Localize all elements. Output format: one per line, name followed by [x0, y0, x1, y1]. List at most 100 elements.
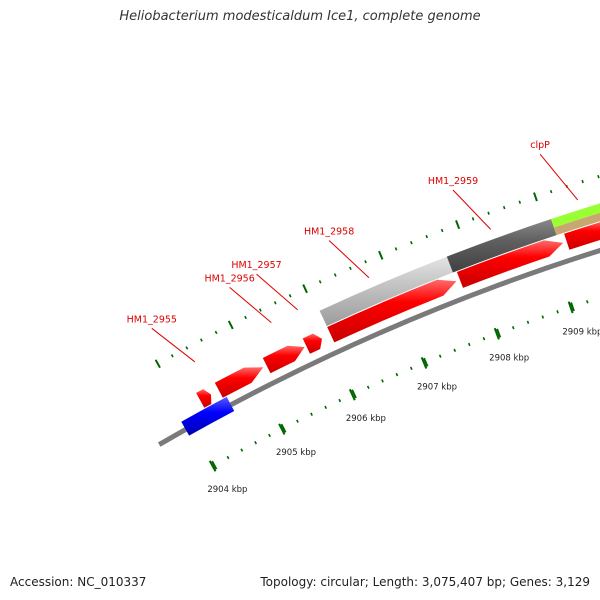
outer-tick [199, 338, 203, 342]
outer-tick [273, 301, 277, 305]
kbp-tick-label: 2908 kbp [489, 354, 529, 364]
kbp-major-tick [420, 357, 428, 369]
gene-label: clpP [530, 140, 550, 151]
gene-label-leader [151, 327, 196, 363]
gene-labels: HM1_2955 HM1_2956 HM1_2957 HM1_2958 clpP HM1_… [127, 140, 579, 363]
inner-tick [280, 423, 287, 433]
genome-backbone [157, 247, 600, 447]
tan-feature [553, 212, 600, 236]
gene-label: HM1_2959 [428, 176, 478, 187]
inner-tick [541, 315, 545, 319]
outer-tick [410, 241, 413, 245]
cds-feature [262, 345, 305, 374]
gene-label-leader [256, 273, 299, 311]
outer-tick [214, 330, 218, 335]
cds-feature [564, 222, 600, 250]
inner-tick [268, 433, 271, 438]
kbp-major-tick [348, 388, 356, 401]
outer-tick [244, 315, 247, 320]
kbp-tick-label: 2904 kbp [207, 485, 247, 495]
inner-tick [423, 357, 429, 367]
gene-label-leader [452, 189, 492, 230]
map-title: Heliobacterium modesticaldum Ice1, compl… [119, 9, 481, 24]
genome-backbone-ring [157, 247, 600, 447]
outer-tick [378, 250, 384, 260]
outer-tick [502, 205, 506, 210]
kbp-major-tick [278, 423, 286, 435]
outer-tick [288, 294, 292, 298]
gene-label-leader [328, 240, 370, 279]
gray-feature [319, 256, 453, 327]
dark-gray-feature [446, 219, 557, 273]
outer-tick [471, 217, 475, 221]
outer-tick [349, 266, 352, 271]
outer-tick [154, 359, 161, 369]
outer-tick [302, 284, 308, 294]
gene-label: HM1_2956 [204, 273, 254, 284]
kbp-major-tick [208, 460, 217, 472]
kbp-tick-label: 2909 kbp [562, 327, 600, 337]
tick-marks [154, 174, 600, 472]
blue-feature [181, 396, 235, 436]
gene-label-leader [229, 287, 272, 323]
outer-tick [533, 192, 538, 202]
outer-tick [518, 200, 522, 204]
inner-tick [511, 326, 515, 330]
outer-tick [333, 273, 337, 277]
outer-tick [258, 308, 262, 312]
inner-tick [570, 302, 575, 312]
outer-tick [549, 189, 553, 194]
kbp-scale-labels: 2904 kbp 2905 kbp 2906 kbp 2907 kbp 2908 kbp… [207, 327, 600, 495]
cds-feature [327, 279, 457, 343]
inner-tick [324, 405, 328, 410]
outer-tick [581, 179, 584, 184]
kbp-tick-label: 2906 kbp [346, 414, 386, 424]
kbp-major-tick [493, 327, 500, 340]
kbp-major-tick [567, 301, 574, 314]
green-feature [551, 203, 600, 228]
outer-tick [394, 247, 398, 251]
inner-tick [226, 455, 230, 460]
inner-tick [254, 441, 258, 445]
inner-tick [467, 342, 471, 347]
inner-tick [453, 348, 457, 352]
inner-tick [438, 354, 442, 358]
inner-tick [351, 389, 357, 399]
gene-label-leader [539, 153, 579, 201]
genome-summary-text: Topology: circular; Length: 3,075,407 bp… [260, 575, 590, 589]
gene-features [181, 203, 600, 436]
outer-tick [364, 260, 367, 264]
inner-tick [496, 328, 502, 338]
inner-tick [381, 379, 384, 383]
outer-tick [597, 174, 600, 179]
outer-tick [185, 346, 189, 350]
kbp-tick-label: 2907 kbp [417, 383, 457, 393]
inner-tick [296, 419, 299, 423]
inner-tick [556, 310, 559, 314]
inner-tick [526, 320, 530, 324]
cds-feature [214, 367, 264, 398]
cds-feature [456, 240, 564, 288]
inner-tick [310, 412, 313, 416]
inner-tick [395, 372, 399, 377]
inner-tick [586, 300, 589, 304]
inner-tick [366, 385, 370, 390]
cds-feature [196, 389, 212, 408]
inner-tick [482, 337, 486, 341]
gene-label: HM1_2957 [231, 260, 281, 271]
inner-tick [338, 398, 342, 403]
outer-tick [455, 220, 461, 230]
inner-tick [409, 366, 413, 371]
outer-tick [425, 234, 429, 239]
accession-text: Accession: NC_010337 [10, 575, 147, 589]
outer-tick [440, 228, 444, 233]
outer-tick [227, 320, 234, 330]
gene-label: HM1_2958 [304, 227, 354, 238]
gene-label: HM1_2955 [127, 314, 177, 325]
inner-tick [240, 448, 244, 452]
outer-tick [170, 354, 174, 358]
cds-feature [302, 333, 322, 354]
outer-tick [318, 280, 322, 284]
outer-tick [487, 211, 490, 215]
